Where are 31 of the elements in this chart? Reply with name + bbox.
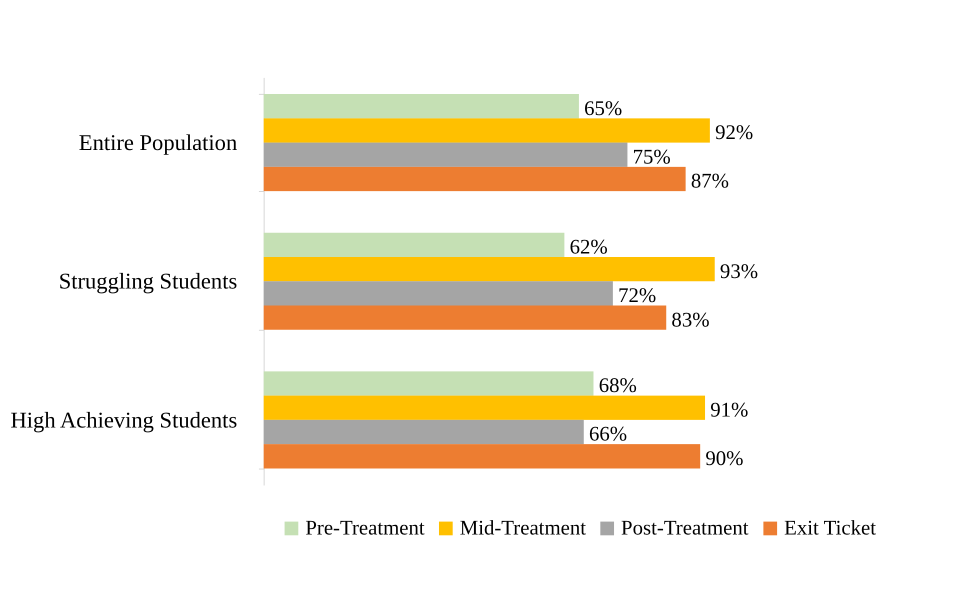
bar	[264, 142, 628, 167]
bar	[264, 420, 584, 444]
data-label: 65%	[584, 96, 622, 120]
data-label: 66%	[588, 422, 628, 446]
bar	[264, 396, 706, 420]
data-label: 75%	[632, 144, 671, 168]
legend-label: Exit Ticket	[784, 516, 876, 540]
bar	[264, 371, 594, 396]
data-label: 68%	[598, 373, 637, 398]
data-label: 72%	[618, 283, 656, 308]
bar	[264, 444, 700, 468]
bar	[264, 166, 686, 192]
data-label: 87%	[690, 168, 729, 193]
legend-label: Pre-Treatment	[305, 516, 425, 540]
data-label: 93%	[720, 258, 758, 283]
y-tick-label: Entire Population	[78, 130, 238, 155]
bar	[264, 94, 579, 118]
data-label: 62%	[570, 234, 608, 259]
bar	[264, 256, 715, 282]
legend-label: Mid-Treatment	[460, 516, 586, 540]
bar	[264, 118, 710, 143]
bar	[264, 232, 564, 257]
y-tick-label: Struggling Students	[58, 268, 238, 294]
y-tick-label: High Achieving Students	[10, 407, 238, 432]
data-label: 83%	[671, 307, 710, 332]
data-label: 91%	[710, 397, 748, 422]
data-label: 90%	[705, 446, 744, 470]
bar	[264, 306, 666, 330]
bar	[264, 281, 613, 306]
legend-label: Post-Treatment	[621, 516, 749, 540]
data-label: 92%	[715, 120, 754, 144]
